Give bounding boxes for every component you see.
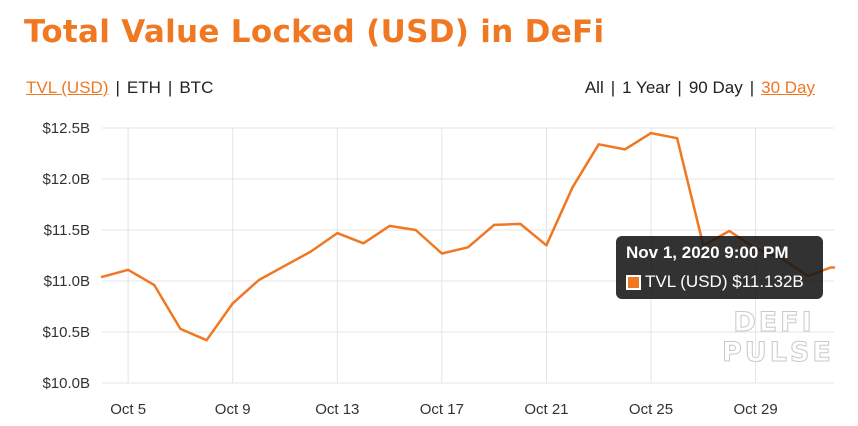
- separator: |: [677, 78, 682, 97]
- y-tick-label: $11.5B: [44, 222, 90, 239]
- x-tick-label: Oct 25: [629, 401, 673, 418]
- tooltip-date: Nov 1, 2020 9:00 PM: [626, 243, 789, 262]
- defi-pulse-watermark: DEFI PULSE: [722, 307, 834, 368]
- tooltip-value: $11.132B: [732, 272, 804, 291]
- y-tick-label: $12.5B: [42, 120, 90, 137]
- watermark-line-2: PULSE: [722, 337, 834, 368]
- separator: |: [167, 78, 173, 97]
- unit-tvl-usd[interactable]: TVL (USD): [26, 78, 109, 97]
- y-tick-label: $10.0B: [42, 375, 90, 392]
- x-tick-label: Oct 29: [733, 401, 777, 418]
- chart-tooltip: Nov 1, 2020 9:00 PM TVL (USD) $11.132B: [616, 236, 823, 299]
- x-tick-label: Oct 5: [110, 401, 146, 418]
- watermark-line-1: DEFI: [733, 307, 815, 338]
- x-tick-label: Oct 17: [420, 401, 464, 418]
- separator: |: [749, 78, 755, 97]
- range-30-day[interactable]: 30 Day: [761, 78, 815, 97]
- range-1-year[interactable]: 1 Year: [622, 78, 671, 97]
- unit-btc[interactable]: BTC: [179, 78, 214, 97]
- series-swatch-icon: [626, 274, 641, 290]
- x-tick-label: Oct 9: [215, 401, 251, 418]
- series-line: [100, 131, 836, 342]
- separator: |: [115, 78, 120, 97]
- page-title: Total Value Locked (USD) in DeFi: [24, 14, 605, 50]
- x-tick-label: Oct 21: [524, 401, 568, 418]
- range-90-day[interactable]: 90 Day: [688, 78, 743, 97]
- separator: |: [610, 78, 616, 97]
- tooltip-row: TVL (USD) $11.132B: [626, 272, 813, 292]
- unit-eth[interactable]: ETH: [126, 78, 161, 97]
- y-tick-label: $11.0B: [44, 273, 90, 290]
- y-tick-label: $10.5B: [42, 324, 90, 341]
- y-tick-label: $12.0B: [42, 171, 90, 188]
- tooltip-series-name: TVL (USD): [645, 272, 728, 291]
- range-selector: All | 1 Year | 90 Day | 30 Day: [585, 78, 815, 98]
- x-tick-label: Oct 13: [315, 401, 359, 418]
- unit-selector: TVL (USD) | ETH | BTC: [26, 78, 213, 98]
- range-all[interactable]: All: [584, 78, 604, 97]
